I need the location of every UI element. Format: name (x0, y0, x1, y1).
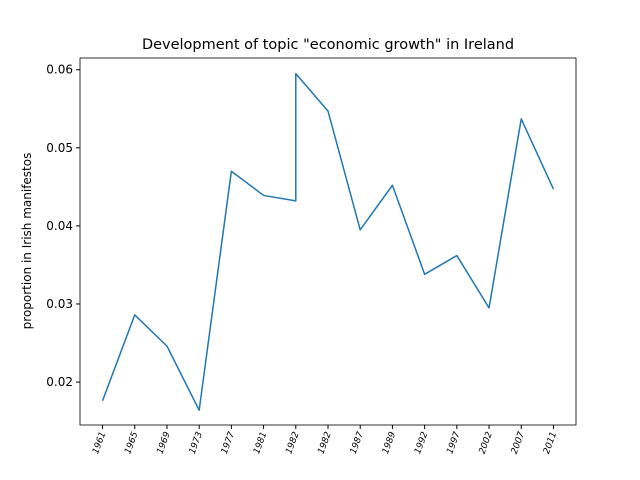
y-tick-label: 0.06 (46, 63, 73, 77)
plot-frame (79, 57, 577, 426)
y-tick-label: 0.02 (46, 375, 73, 389)
chart-title: Development of topic "economic growth" i… (142, 37, 514, 53)
y-tick-label: 0.05 (46, 141, 73, 155)
y-tick-label: 0.04 (46, 219, 73, 233)
line (101, 72, 555, 411)
y-axis-label: proportion in Irish manifestos (20, 153, 34, 330)
y-tick-label: 0.03 (46, 297, 73, 311)
